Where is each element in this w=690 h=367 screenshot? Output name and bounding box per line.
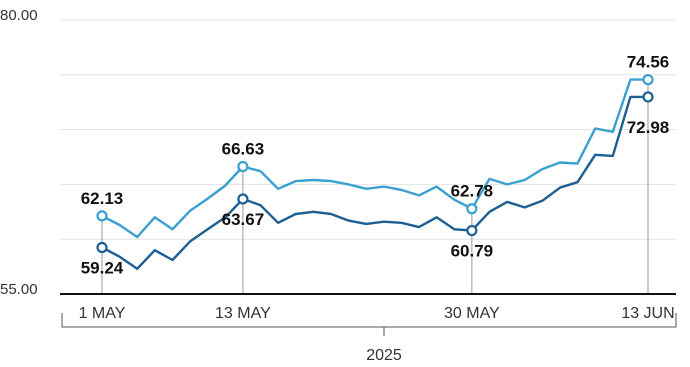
x-tick-label: 13 MAY <box>215 305 271 322</box>
point-marker-lower <box>96 241 108 254</box>
year-bracket-line <box>61 313 677 328</box>
data-labels: 62.13 59.24 66.63 63.67 62.78 60.79 74.56 72.98 <box>81 53 670 278</box>
data-label: 62.13 <box>81 189 124 208</box>
y-tick-labels: 80.00 55.00 <box>0 7 38 298</box>
point-marker-upper <box>237 160 249 173</box>
data-label: 74.56 <box>627 53 670 72</box>
point-marker-lower <box>237 193 249 205</box>
gridlines <box>60 19 676 240</box>
point-marker-lower <box>466 224 478 237</box>
data-label: 72.98 <box>627 118 670 137</box>
point-marker-upper <box>96 210 108 222</box>
y-tick-label-top: 80.00 <box>0 7 38 24</box>
y-tick-label-bottom: 55.00 <box>0 281 38 298</box>
x-tick-label: 30 MAY <box>444 305 500 322</box>
data-label: 63.67 <box>222 210 265 229</box>
point-marker-upper <box>642 74 654 86</box>
x-tick-label: 13 JUN <box>621 305 674 322</box>
year-bracket <box>61 313 677 336</box>
year-label: 2025 <box>366 347 402 364</box>
series-lines <box>101 78 648 270</box>
reference-lines <box>101 79 649 294</box>
data-label: 59.24 <box>81 259 124 278</box>
x-tick-label: 1 MAY <box>79 305 126 322</box>
data-label: 60.79 <box>451 242 494 261</box>
series-line-upper <box>101 78 648 239</box>
data-label: 66.63 <box>222 140 265 159</box>
point-marker-lower <box>642 91 654 103</box>
series-markers <box>96 74 654 254</box>
point-marker-upper <box>466 203 478 215</box>
data-label: 62.78 <box>451 182 494 201</box>
series-line-lower <box>101 95 648 270</box>
x-tick-labels: 1 MAY 13 MAY 30 MAY 13 JUN <box>79 305 675 322</box>
